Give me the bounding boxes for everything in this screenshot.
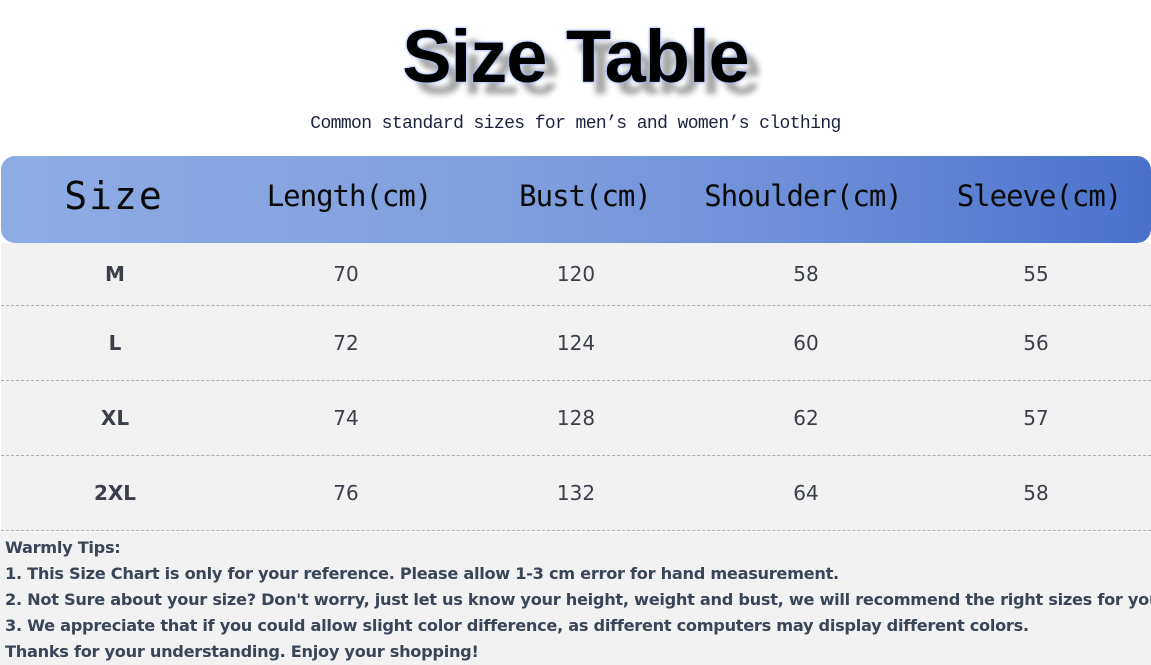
cell-shoulder: 60 xyxy=(793,331,819,355)
cell-size: XL xyxy=(100,406,130,430)
cell-sleeve: 55 xyxy=(1023,262,1049,286)
cell-sleeve: 57 xyxy=(1023,406,1049,430)
table-row: L 72 124 60 56 xyxy=(1,306,1151,381)
tip-line: 2. Not Sure about your size? Don't worry… xyxy=(5,590,1151,609)
table-header: Size Length(cm) Bust(cm) Shoulder(cm) Sl… xyxy=(1,156,1151,243)
page-title: Size Table xyxy=(402,15,749,98)
cell-bust: 128 xyxy=(556,406,596,430)
cell-shoulder: 58 xyxy=(793,262,819,286)
cell-length: 72 xyxy=(333,331,359,355)
table-row: M 70 120 58 55 xyxy=(1,243,1151,306)
cell-sleeve: 58 xyxy=(1023,481,1049,505)
cell-shoulder: 62 xyxy=(793,406,819,430)
table-body: M 70 120 58 55 L 72 124 60 56 XL 74 128 62 57 2XL 76 132 6… xyxy=(1,243,1151,531)
cell-length: 76 xyxy=(333,481,359,505)
header-size: Size xyxy=(64,174,164,218)
tip-line: 3. We appreciate that if you could allow… xyxy=(5,616,1029,635)
tip-line: Thanks for your understanding. Enjoy you… xyxy=(5,642,479,661)
header-bust: Bust(cm) xyxy=(519,179,652,213)
size-table: Size Length(cm) Bust(cm) Shoulder(cm) Sl… xyxy=(1,156,1151,531)
cell-length: 70 xyxy=(333,262,359,286)
cell-size: M xyxy=(105,262,125,286)
table-row: 2XL 76 132 64 58 xyxy=(1,456,1151,531)
header-sleeve: Sleeve(cm) xyxy=(956,179,1123,213)
cell-length: 74 xyxy=(333,406,359,430)
warm-tips: Warmly Tips: 1. This Size Chart is only … xyxy=(0,532,1151,665)
cell-bust: 120 xyxy=(556,262,596,286)
tip-line: 1. This Size Chart is only for your refe… xyxy=(5,564,839,583)
cell-bust: 124 xyxy=(556,331,596,355)
cell-size: 2XL xyxy=(93,481,137,505)
page-subtitle: Common standard sizes for men’s and wome… xyxy=(310,114,841,134)
cell-size: L xyxy=(108,331,122,355)
cell-bust: 132 xyxy=(556,481,596,505)
header-length: Length(cm) xyxy=(266,179,433,213)
header-shoulder: Shoulder(cm) xyxy=(704,179,903,213)
tips-heading: Warmly Tips: xyxy=(5,538,121,557)
table-row: XL 74 128 62 57 xyxy=(1,381,1151,456)
cell-sleeve: 56 xyxy=(1023,331,1049,355)
cell-shoulder: 64 xyxy=(793,481,819,505)
